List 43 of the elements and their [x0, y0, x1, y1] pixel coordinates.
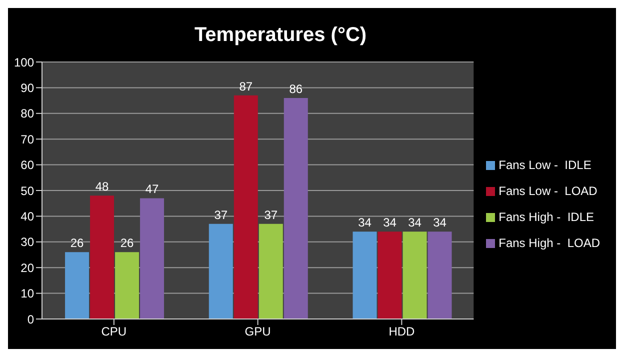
legend-label: Fans Low - LOAD	[498, 184, 598, 198]
data-label: 26	[120, 236, 134, 250]
data-label: 34	[383, 216, 397, 230]
x-tick-label: HDD	[388, 324, 416, 339]
y-tick-label: 10	[20, 286, 34, 301]
data-label: 26	[70, 236, 84, 250]
data-label: 34	[358, 216, 372, 230]
y-tick-label: 80	[20, 106, 34, 121]
data-label: 87	[239, 79, 253, 94]
bar	[65, 252, 90, 319]
y-tick-label: 30	[20, 235, 34, 250]
bar	[428, 232, 452, 319]
bar	[208, 224, 233, 319]
y-tick-label: 100	[14, 55, 34, 70]
bar	[258, 224, 283, 319]
y-tick-label: 50	[20, 184, 34, 198]
data-label: 37	[214, 208, 228, 222]
bar	[352, 232, 377, 319]
data-label: 34	[433, 216, 447, 230]
legend-label: Fans High - IDLE	[498, 210, 594, 224]
bar	[284, 98, 308, 319]
y-tick-label: 20	[20, 260, 34, 275]
bar	[115, 252, 140, 319]
x-tick-label: CPU	[101, 324, 127, 339]
bar	[140, 198, 164, 319]
x-tick-label: GPU	[244, 324, 271, 339]
y-tick-label: 90	[20, 80, 34, 95]
data-label: 37	[264, 208, 278, 222]
legend-label: Fans High - LOAD	[498, 236, 600, 250]
y-tick-label: 70	[20, 132, 34, 146]
bar	[402, 232, 427, 319]
y-tick-label: 60	[20, 158, 34, 172]
bar	[234, 95, 258, 319]
legend-label: Fans Low - IDLE	[498, 158, 592, 172]
chart-title: Temperatures (°C)	[193, 24, 368, 47]
y-tick-label: 0	[27, 312, 34, 326]
data-label: 47	[145, 182, 160, 196]
bar	[90, 196, 114, 319]
data-label: 48	[95, 180, 110, 194]
bar	[378, 232, 402, 319]
data-label: 86	[289, 82, 303, 96]
y-tick-label: 40	[20, 209, 34, 224]
data-label: 34	[408, 216, 422, 230]
